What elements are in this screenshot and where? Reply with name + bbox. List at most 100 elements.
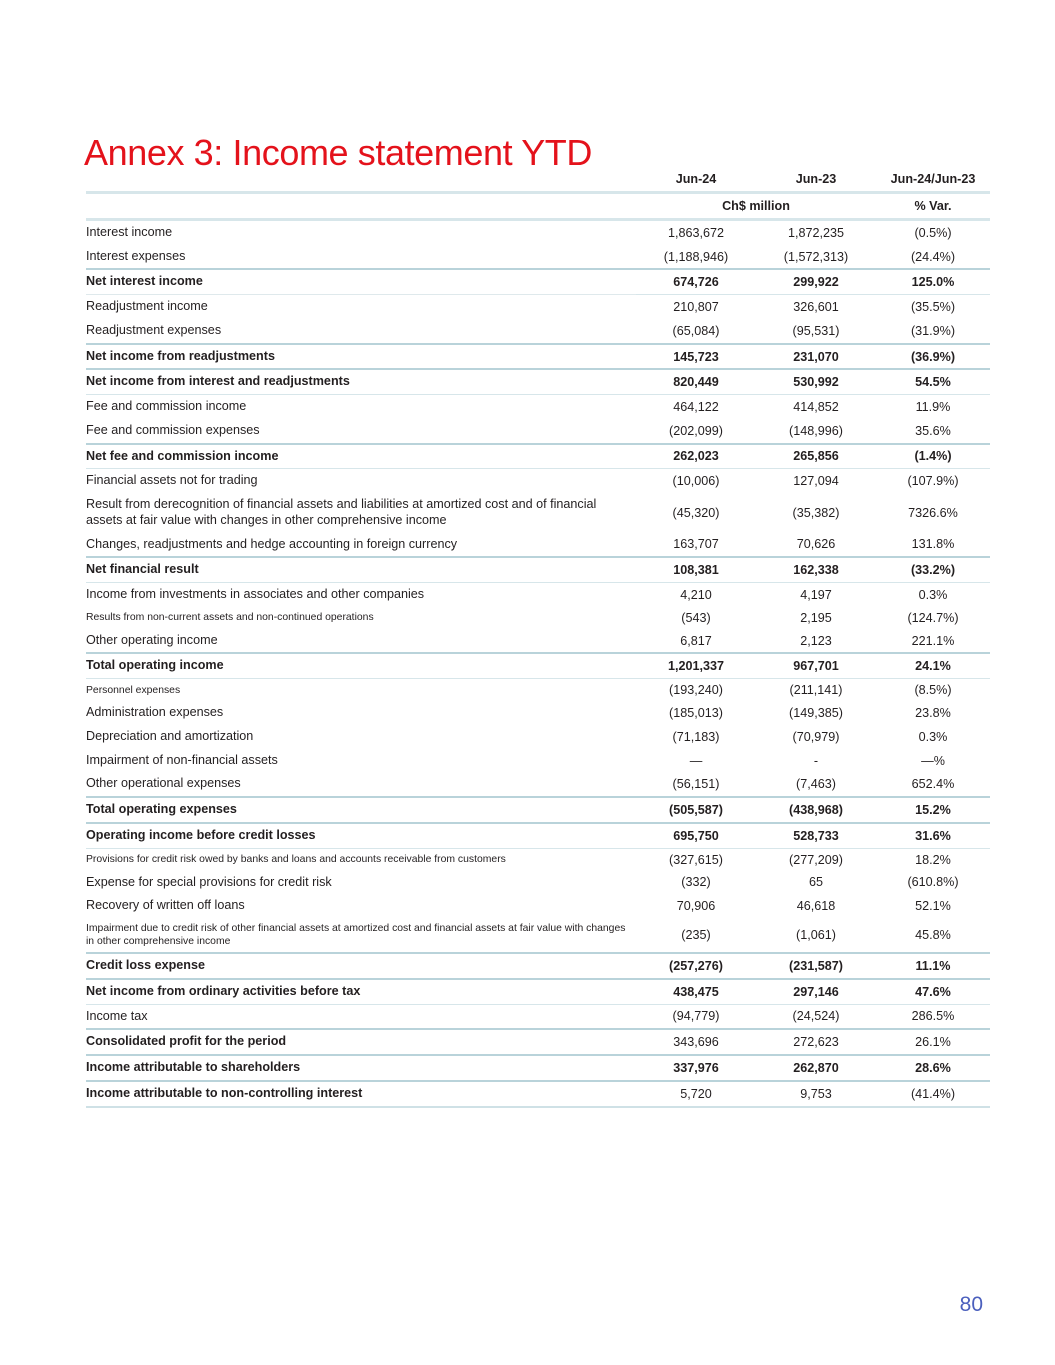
row-value-1: 820,449 [636, 368, 756, 395]
row-label: Net interest income [86, 268, 636, 296]
header-col-variation: Jun-24/Jun-23 [890, 172, 976, 186]
row-value-3: 47.6% [876, 977, 990, 1005]
row-value-3: (35.5%) [876, 294, 990, 319]
row-value-2: 299,922 [756, 268, 876, 295]
row-value-1: (185,013) [669, 706, 723, 721]
row-label: Income from investments in associates an… [86, 582, 636, 607]
row-value-1: 70,906 [676, 899, 716, 914]
header-unit-currency: Ch$ million [636, 191, 876, 221]
row-label: Depreciation and amortization [86, 728, 254, 743]
row-value-2: (1,061) [796, 928, 836, 943]
row-value-2: 326,601 [756, 294, 876, 319]
row-value-1: (1,188,946) [663, 249, 729, 264]
row-value-2: 272,623 [756, 1028, 876, 1056]
row-value-1: 1,863,672 [667, 225, 725, 240]
row-value-2: 4,197 [756, 582, 876, 607]
header-unit-blank [86, 191, 636, 221]
table-row: Income from investments in associates an… [86, 582, 990, 607]
row-label: Fee and commission income [86, 394, 636, 419]
row-value-1: (71,183) [672, 729, 720, 744]
row-value-3: 125.0% [876, 268, 990, 295]
row-value-2: 127,094 [756, 468, 876, 494]
row-value-1: (94,779) [636, 1003, 756, 1030]
table-row: Depreciation and amortization (71,183) (70… [86, 725, 990, 749]
table-row: Readjustment expenses (65,084) (95,531) (31… [86, 319, 990, 344]
row-label: Consolidated profit for the period [86, 1028, 636, 1056]
row-label: Other operational expenses [86, 776, 241, 791]
row-value-1: 6,817 [680, 633, 712, 648]
row-value-2: 231,070 [756, 342, 876, 370]
row-value-3: 0.3% [876, 582, 990, 607]
row-value-1: 343,696 [636, 1028, 756, 1056]
table-row: Expense for special provisions for credi… [86, 871, 990, 895]
table-row: Income tax (94,779) (24,524) 286.5% [86, 1003, 990, 1030]
table-row: Provisions for credit risk owed by banks… [86, 847, 990, 871]
row-label: Personnel expenses [86, 678, 636, 702]
row-value-1: 145,723 [636, 342, 756, 370]
table-row: Net financial result 108,381 162,338 (33.2%… [86, 556, 990, 583]
row-label: Net income from ordinary activities befo… [86, 977, 636, 1005]
row-value-3: 7326.6% [908, 505, 958, 520]
row-value-2: 70,626 [796, 537, 836, 552]
row-label: Net fee and commission income [86, 442, 636, 469]
row-value-3: 11.1% [876, 952, 990, 979]
row-label: Credit loss expense [86, 952, 636, 979]
row-value-2: 1,872,235 [787, 225, 845, 240]
row-value-3: (610.8%) [907, 875, 959, 890]
row-value-1: 210,807 [636, 294, 756, 319]
row-value-2: 262,870 [756, 1054, 876, 1081]
row-value-3: 131.8% [911, 537, 955, 552]
row-label: Net income from readjustments [86, 342, 636, 370]
row-value-2: - [813, 753, 819, 768]
row-value-1: 262,023 [636, 442, 756, 469]
table-row: Income attributable to non-controlling i… [86, 1079, 990, 1108]
row-value-3: 45.8% [915, 928, 951, 943]
row-value-3: 24.1% [876, 652, 990, 679]
row-value-3: 11.9% [876, 394, 990, 419]
row-value-3: —% [921, 753, 945, 768]
header-row-units: Ch$ million % Var. [86, 191, 990, 221]
row-value-3: 31.6% [876, 821, 990, 849]
table-row: Net interest income 674,726 299,922 125.0% [86, 268, 990, 296]
header-unit-variation: % Var. [876, 191, 990, 221]
row-value-2: (7,463) [796, 777, 836, 792]
table-row: Results from non-current assets and non-… [86, 607, 990, 629]
table-row: Impairment of non-financial assets — - —% [86, 749, 990, 773]
row-value-1: (45,320) [672, 505, 720, 520]
row-value-3: 652.4% [911, 777, 955, 792]
row-label: Income attributable to shareholders [86, 1054, 636, 1081]
row-value-3: 26.1% [876, 1028, 990, 1056]
row-value-2: (70,979) [792, 729, 840, 744]
row-value-3: 52.1% [915, 899, 951, 914]
row-label: Administration expenses [86, 705, 224, 720]
row-label: Provisions for credit risk owed by banks… [86, 847, 636, 871]
row-value-2: 162,338 [756, 556, 876, 583]
header-col-jun24: Jun-24 [675, 172, 717, 186]
row-value-3: 54.5% [876, 368, 990, 395]
table-row: Other operational expenses (56,151) (7,463… [86, 772, 990, 797]
row-value-3: 221.1% [911, 633, 955, 648]
table-header: Jun-24 Jun-23 Jun-24/Jun-23 Ch$ million … [86, 170, 990, 221]
row-value-3: 286.5% [876, 1003, 990, 1030]
row-label: Other operating income [86, 632, 218, 647]
row-label: Income tax [86, 1003, 636, 1030]
row-label: Results from non-current assets and non-… [86, 612, 374, 624]
row-value-3: (1.4%) [876, 442, 990, 469]
row-value-2: (35,382) [792, 505, 840, 520]
table-row: Total operating income 1,201,337 967,701 24… [86, 652, 990, 679]
row-label: Total operating expenses [86, 796, 636, 823]
table-row: Total operating expenses (505,587) (438,96… [86, 796, 990, 823]
row-value-3: (36.9%) [876, 342, 990, 370]
row-value-1: 5,720 [636, 1079, 756, 1108]
header-row-periods: Jun-24 Jun-23 Jun-24/Jun-23 [86, 170, 990, 193]
row-value-2: 2,195 [800, 610, 832, 625]
row-label: Impairment due to credit risk of other f… [86, 923, 626, 948]
row-value-3: 18.2% [876, 847, 990, 871]
row-value-2: 2,123 [800, 633, 832, 648]
row-value-1: (505,587) [636, 796, 756, 823]
table-row: Administration expenses (185,013) (149,385… [86, 701, 990, 725]
row-value-2: 530,992 [756, 368, 876, 395]
income-statement-table-wrap: Jun-24 Jun-23 Jun-24/Jun-23 Ch$ million … [86, 170, 990, 1108]
row-value-1: (543) [681, 610, 711, 625]
row-label: Income attributable to non-controlling i… [86, 1079, 636, 1108]
